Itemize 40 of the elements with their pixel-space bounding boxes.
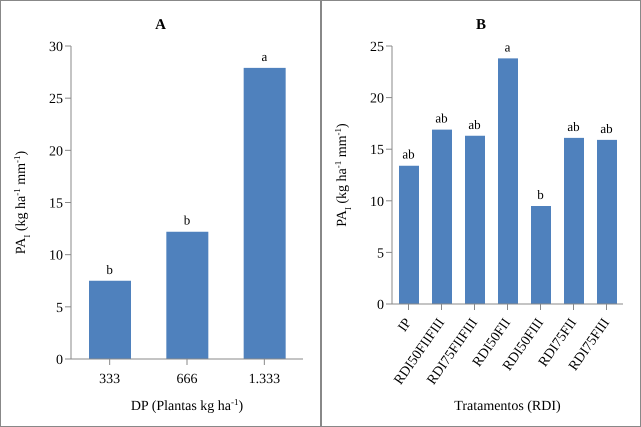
x-axis-title: Tratamentos (RDI) [454,399,562,414]
y-tick-label: 25 [49,92,63,108]
annotation: ab [567,118,580,134]
bar [564,138,584,304]
x-tick-label: 333 [99,372,120,387]
annotation: ab [435,110,448,126]
x-axis-title: DP (Plantas kg ha$^{-1}$) [130,397,244,414]
chart-title: B [474,17,487,34]
y-tick-label: 25 [370,40,384,55]
y-tick-label: 10 [370,194,384,210]
bar [89,280,131,359]
chart-title: A [154,17,167,34]
x-tick-label: 666 [176,372,198,387]
y-tick-label: 30 [49,40,63,55]
y-tick-label: 5 [56,300,63,316]
bar [399,166,419,304]
y-tick-label: 0 [56,352,63,368]
annotation: a [504,39,511,54]
bar [531,206,551,304]
y-tick-label: 15 [370,143,384,158]
annotation: a [261,48,268,64]
annotation: b [106,262,113,277]
bar [166,232,208,359]
bar [498,58,518,304]
annotation: b [184,212,190,228]
bar [597,140,617,304]
bar [244,68,286,359]
annotation: ab [468,116,481,132]
y-tick-label: 10 [49,248,63,264]
x-tick-label: 1.333 [248,372,280,387]
y-tick-label: 0 [377,298,384,313]
bar [465,136,485,304]
y-tick-label: 5 [377,246,384,262]
annotation: ab [402,146,415,162]
bar [432,130,452,304]
y-tick-label: 20 [370,92,384,107]
y-tick-label: 20 [49,144,63,160]
annotation: b [537,186,544,202]
annotation: ab [600,120,613,136]
y-tick-label: 15 [49,196,63,212]
